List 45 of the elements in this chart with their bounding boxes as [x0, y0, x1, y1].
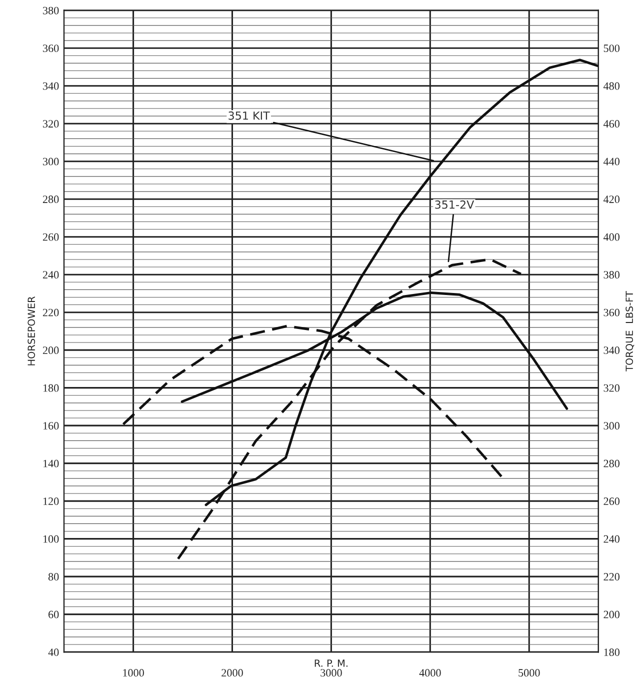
y-tick-label: 160	[43, 422, 59, 430]
y-tick-label: 320	[43, 120, 59, 128]
y-tick-label: 280	[42, 196, 59, 204]
x-tick-label: 4000	[419, 669, 441, 677]
y2-tick-label: 360	[604, 308, 620, 316]
y2-tick-label: 380	[604, 271, 620, 279]
annotation: 351 KIT	[228, 111, 270, 120]
y-tick-label: 100	[43, 535, 59, 543]
y-tick-label: 200	[42, 346, 59, 354]
y2-tick-label: 200	[604, 610, 620, 618]
y2-tick-label: 220	[604, 573, 620, 581]
y-tick-label: 180	[43, 384, 59, 392]
y-axis-title: HORSEPOWER	[28, 296, 36, 366]
y2-tick-label: 260	[604, 498, 620, 506]
y2-tick-label: 500	[604, 44, 620, 52]
y-tick-label: 60	[48, 610, 59, 618]
y2-tick-label: 440	[603, 158, 620, 166]
y-tick-label: 340	[43, 82, 59, 90]
y-tick-label: 120	[43, 498, 59, 506]
annotation: 351-2V	[435, 200, 474, 209]
y-tick-label: 300	[43, 158, 59, 166]
x-tick-label: 5000	[518, 669, 540, 677]
y2-tick-label: 240	[604, 535, 620, 543]
y-tick-label: 260	[42, 233, 59, 241]
y-tick-label: 380	[43, 6, 59, 14]
y2-axis-title: TORQUE LBS-FT	[626, 290, 634, 372]
x-axis-title: R. P. M.	[314, 660, 348, 667]
y2-tick-label: 420	[603, 196, 620, 204]
y-tick-label: 240	[42, 271, 59, 279]
x-tick-label: 2000	[222, 669, 243, 677]
x-tick-label: 1000	[123, 669, 144, 677]
y-tick-label: 140	[43, 460, 59, 468]
y2-tick-label: 460	[603, 120, 620, 128]
x-tick-label: 3000	[320, 669, 342, 677]
y2-tick-label: 300	[604, 422, 620, 430]
y2-tick-label: 320	[604, 384, 620, 392]
y-tick-label: 40	[48, 648, 59, 656]
y2-tick-label: 280	[604, 460, 620, 468]
y2-tick-label: 400	[603, 233, 620, 241]
y2-tick-label: 480	[603, 82, 620, 90]
y2-tick-label: 180	[604, 648, 620, 656]
y2-tick-label: 340	[604, 346, 620, 354]
y-tick-label: 360	[43, 44, 59, 52]
y-tick-label: 80	[48, 573, 59, 581]
y-tick-label: 220	[42, 308, 59, 316]
